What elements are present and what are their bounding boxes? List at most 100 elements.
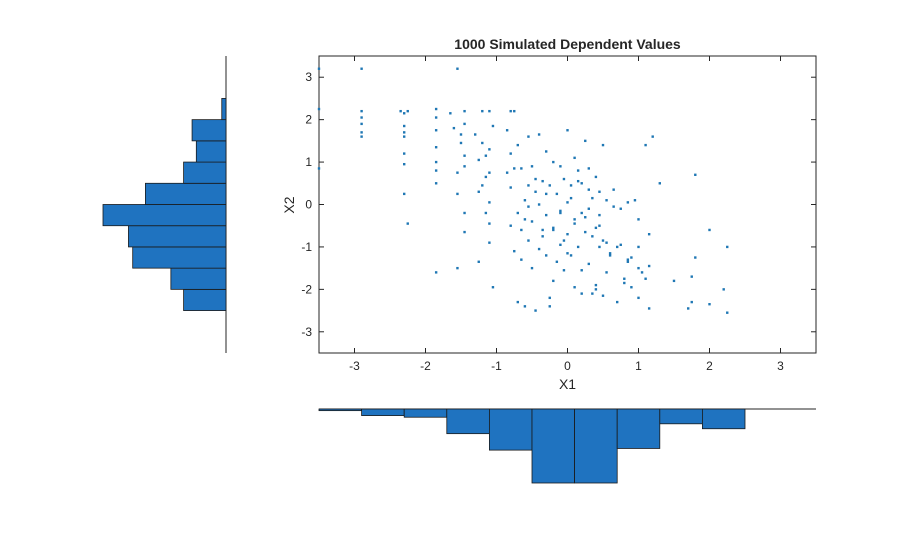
scatter-point xyxy=(598,224,601,227)
scatter-point xyxy=(559,243,562,247)
scatter-point xyxy=(616,300,619,304)
scatter-point xyxy=(488,241,491,244)
x-tick-label: -3 xyxy=(349,359,360,373)
scatter-point xyxy=(708,303,711,306)
scatter-point xyxy=(690,300,693,304)
scatter-point xyxy=(644,277,647,280)
scatter-point xyxy=(403,131,406,134)
scatter-point xyxy=(434,107,438,111)
scatter-point xyxy=(520,258,523,261)
scatter-point xyxy=(647,233,651,236)
scatter-point xyxy=(651,135,654,138)
scatter-point xyxy=(513,249,516,253)
scatter-point xyxy=(481,141,484,145)
scatter-point xyxy=(566,129,569,132)
scatter-point xyxy=(672,279,676,283)
scatter-point xyxy=(573,222,576,225)
scatter-point xyxy=(644,143,647,147)
scatter-point xyxy=(403,152,406,155)
scatter-point xyxy=(520,167,523,170)
scatter-point xyxy=(509,109,512,113)
chart-title: 1000 Simulated Dependent Values xyxy=(454,36,681,52)
scatter-point xyxy=(463,211,466,215)
scatter-point xyxy=(598,213,601,217)
scatter-point xyxy=(608,252,612,255)
x-tick-label: 2 xyxy=(706,359,713,373)
scatter-point xyxy=(406,109,409,113)
scatter-point xyxy=(605,271,608,274)
x1-histogram-bar xyxy=(659,408,703,425)
x-axis-ticks: -3 -2 -1 0 1 2 3 xyxy=(349,56,784,373)
scatter-point xyxy=(491,286,495,289)
scatter-point xyxy=(488,201,491,204)
scatter-point xyxy=(360,131,363,134)
scatter-point xyxy=(406,222,409,225)
scatter-point xyxy=(360,116,363,119)
scatter-point xyxy=(520,228,523,232)
scatter-point xyxy=(598,245,601,249)
scatter-point xyxy=(640,271,644,274)
scatter-point xyxy=(484,175,488,179)
y-tick-label: -1 xyxy=(301,240,312,254)
scatter-point xyxy=(434,169,438,172)
scatter-point xyxy=(612,188,615,191)
scatter-point xyxy=(694,173,697,176)
scatter-point xyxy=(658,182,661,185)
scatter-point xyxy=(548,184,551,187)
scatter-point xyxy=(449,112,452,115)
scatter-point xyxy=(541,235,544,238)
scatter-point xyxy=(647,264,651,268)
scatter-point xyxy=(587,167,590,170)
scatter-point xyxy=(523,199,527,202)
scatter-point xyxy=(317,167,321,170)
scatter-point xyxy=(619,207,622,210)
scatter-point xyxy=(403,112,406,115)
scatter-point xyxy=(552,160,555,164)
x2-histogram-bar xyxy=(191,119,227,142)
scatter-point xyxy=(463,230,466,234)
scatter-point xyxy=(626,201,630,204)
x2-histogram-bar xyxy=(183,161,227,184)
scatter-plot-area xyxy=(318,55,817,354)
y-tick-label: 2 xyxy=(305,113,312,127)
scatter-point xyxy=(456,171,459,174)
scatter-point xyxy=(545,254,548,257)
scatter-point xyxy=(456,67,459,70)
scatter-point xyxy=(523,218,527,221)
scatter-point xyxy=(580,182,583,185)
scatter-point xyxy=(584,216,587,219)
y-axis-label: X2 xyxy=(281,196,297,213)
scatter-point xyxy=(569,196,573,200)
scatter-point xyxy=(530,220,534,223)
scatter-point xyxy=(463,122,466,126)
scatter-point xyxy=(708,228,711,232)
y-tick-label: 3 xyxy=(305,70,312,84)
scatter-point xyxy=(623,277,626,280)
x-axis-label: X1 xyxy=(559,376,576,392)
scatter-point xyxy=(548,296,551,300)
scatter-point xyxy=(594,175,598,179)
scatter-point xyxy=(537,203,541,206)
scatter-point xyxy=(488,222,491,225)
scatter-point xyxy=(509,224,512,227)
scatter-point xyxy=(477,260,480,263)
scatter-point xyxy=(608,254,612,257)
scatter-point xyxy=(580,211,583,215)
scatter-point xyxy=(637,266,640,270)
scatter-point xyxy=(403,162,406,166)
scatter-point xyxy=(552,226,555,230)
scatter-point xyxy=(566,233,569,236)
scatter-point xyxy=(317,107,321,111)
scatter-point xyxy=(633,199,637,202)
x-tick-label: 3 xyxy=(777,359,784,373)
scatter-point xyxy=(474,133,477,136)
scatter-point xyxy=(591,235,594,238)
scatter-point xyxy=(505,171,509,174)
scatter-point xyxy=(523,305,527,308)
scatter-point xyxy=(463,154,466,157)
scatter-point xyxy=(434,182,438,185)
scatter-point xyxy=(690,275,693,278)
scatter-point xyxy=(576,245,580,249)
x1-histogram-bar xyxy=(361,408,405,416)
scatter-point xyxy=(509,152,512,155)
